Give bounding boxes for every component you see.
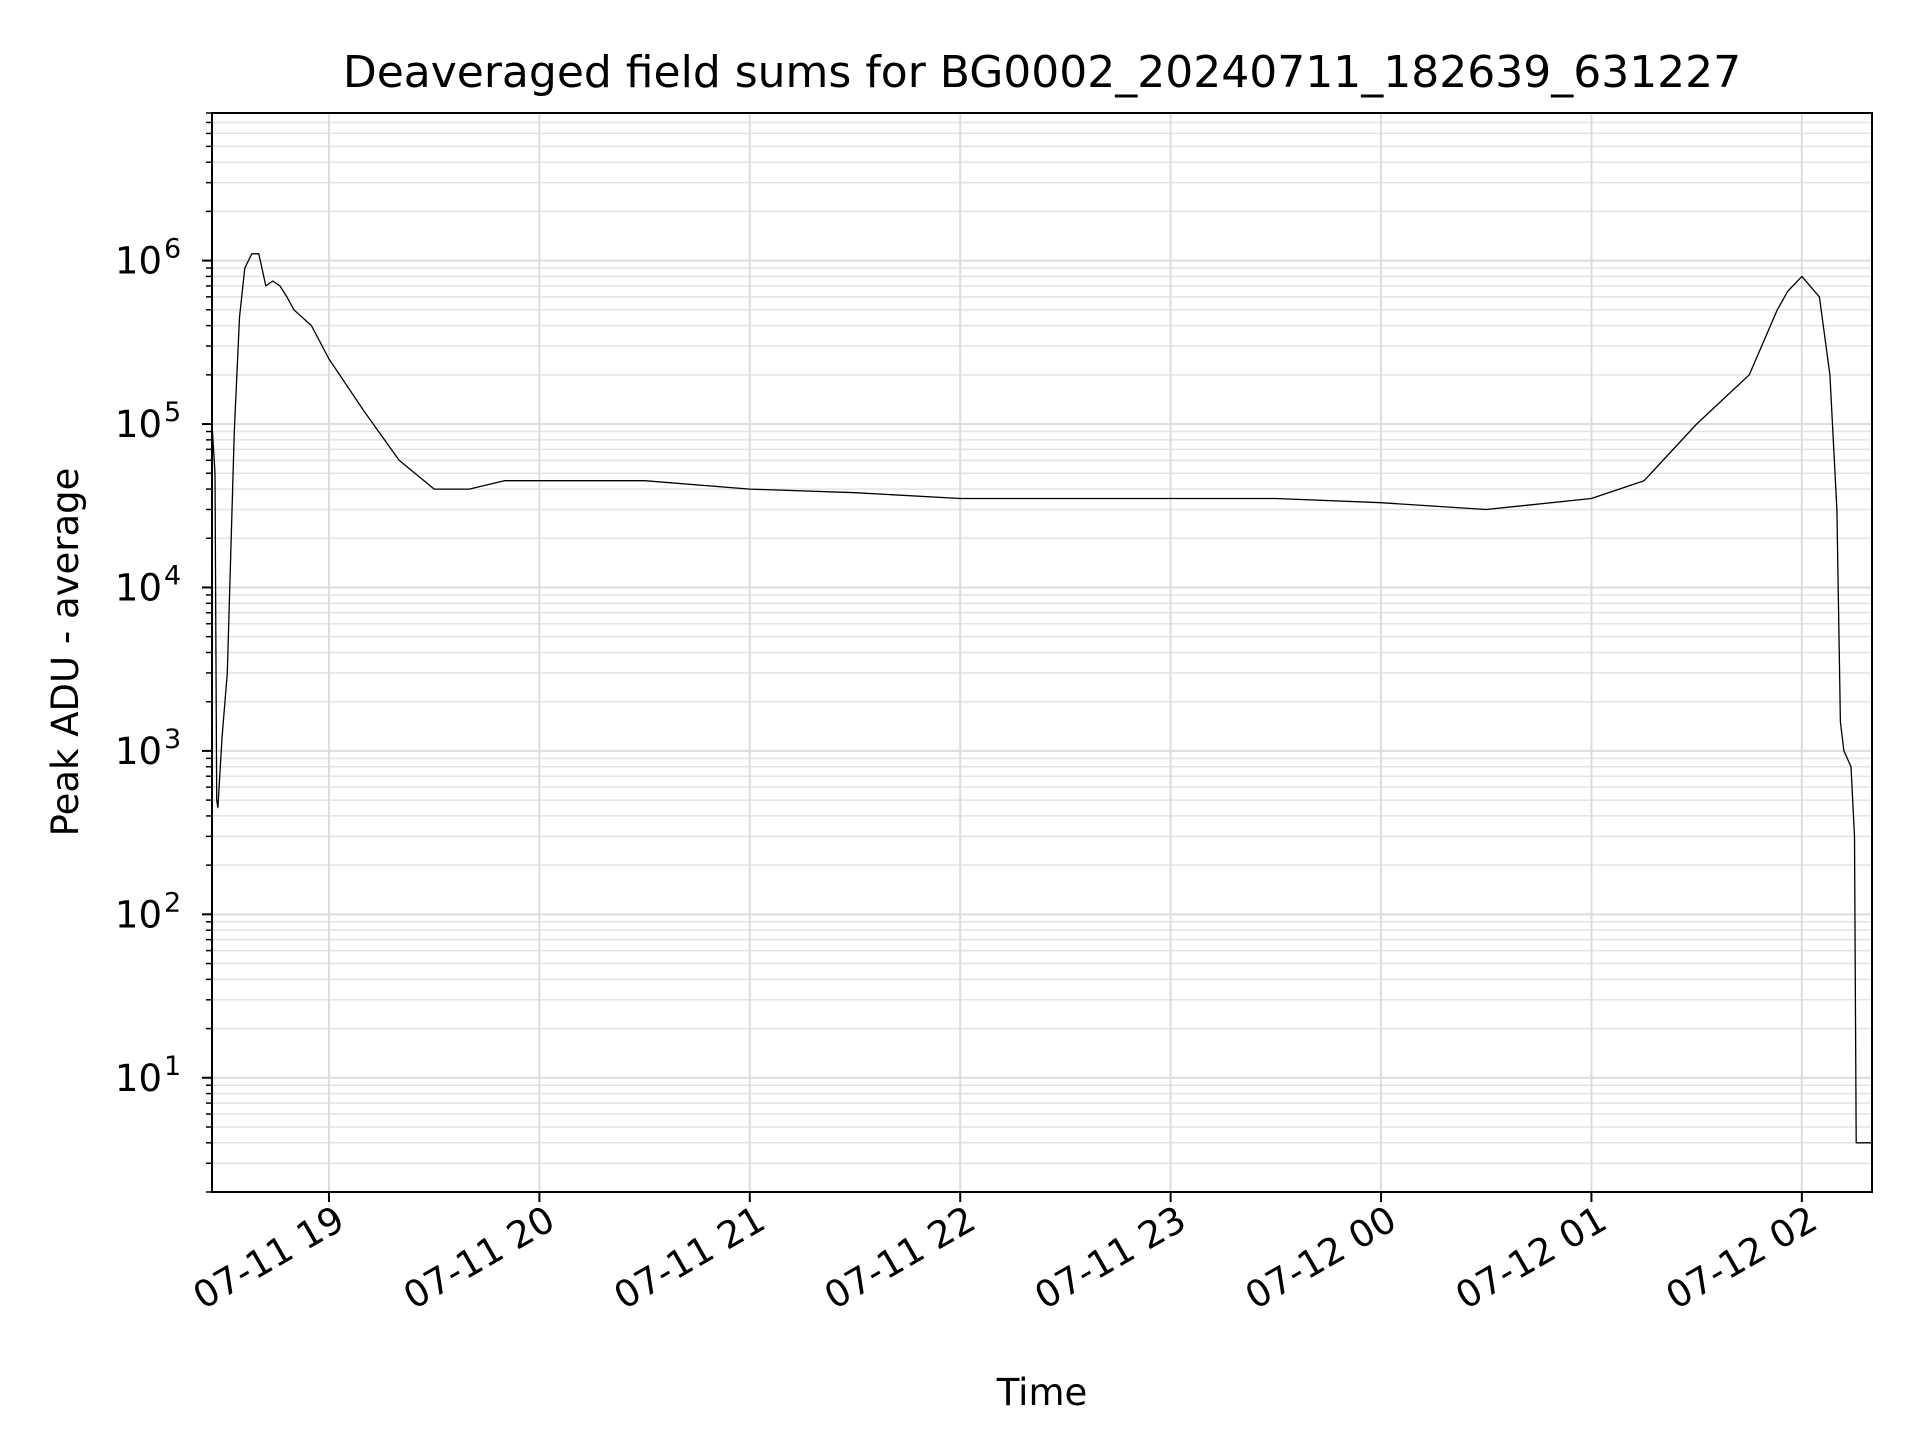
chart-title: Deaveraged field sums for BG0002_2024071… (343, 47, 1741, 98)
axis-ticks (202, 112, 1803, 1202)
y-tick-exponent: 2 (164, 887, 181, 918)
y-tick-exponent: 6 (164, 234, 181, 265)
y-tick-label: 10 (115, 403, 162, 446)
data-series-line (211, 253, 1872, 1144)
grid (212, 112, 1872, 1193)
y-tick-label: 10 (115, 730, 162, 773)
y-tick-exponent: 1 (164, 1051, 181, 1082)
y-tick-exponent: 3 (164, 724, 181, 755)
y-tick-label: 10 (115, 1057, 162, 1100)
y-tick-exponent: 5 (164, 397, 181, 428)
x-axis-label: Time (996, 1371, 1088, 1414)
y-tick-label: 10 (115, 566, 162, 609)
y-tick-label: 10 (115, 893, 162, 936)
y-tick-exponent: 4 (164, 560, 181, 591)
y-axis-label: Peak ADU - average (44, 468, 87, 837)
y-tick-label: 10 (115, 240, 162, 283)
